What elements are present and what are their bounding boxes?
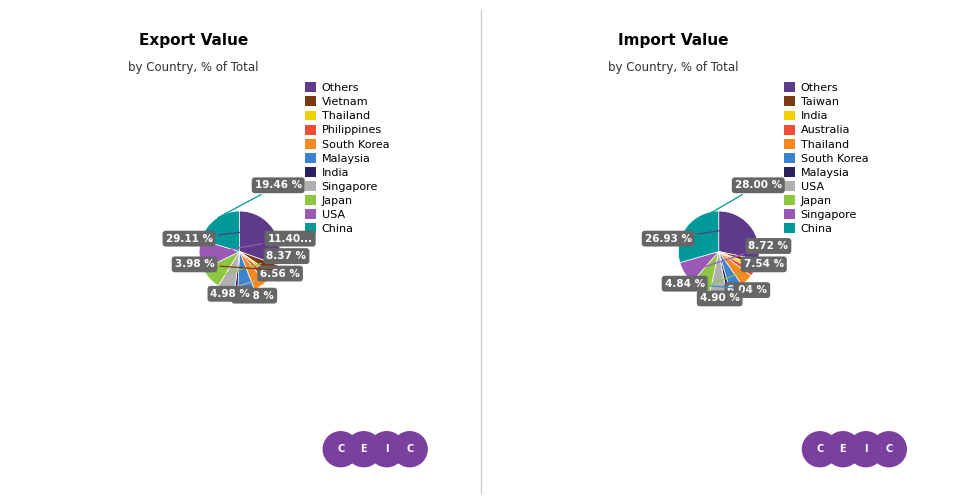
Text: I: I (385, 444, 388, 454)
Wedge shape (718, 252, 758, 266)
Circle shape (369, 432, 405, 467)
Wedge shape (711, 252, 726, 292)
Text: E: E (360, 444, 367, 454)
Text: 7.54 %: 7.54 % (703, 260, 784, 287)
Text: 4.98 %: 4.98 % (210, 287, 257, 299)
Text: E: E (839, 444, 846, 454)
Wedge shape (718, 211, 759, 260)
Wedge shape (203, 252, 240, 286)
Text: 3.98 %: 3.98 % (174, 260, 273, 270)
Legend: Others, Vietnam, Thailand, Philippines, South Korea, Malaysia, India, Singapore,: Others, Vietnam, Thailand, Philippines, … (305, 82, 389, 234)
Wedge shape (718, 252, 741, 290)
Text: by Country, % of Total: by Country, % of Total (129, 61, 258, 73)
Wedge shape (200, 211, 240, 252)
Text: 11.40...: 11.40... (202, 233, 313, 255)
Circle shape (323, 432, 358, 467)
Text: 4.84 %: 4.84 % (665, 279, 734, 289)
Circle shape (802, 432, 837, 467)
Wedge shape (240, 252, 265, 289)
Text: Import Value: Import Value (618, 33, 728, 48)
Circle shape (826, 432, 861, 467)
Wedge shape (692, 252, 718, 291)
Text: 6.04 %: 6.04 % (721, 285, 768, 295)
Wedge shape (234, 252, 240, 292)
Text: 4.90 %: 4.90 % (700, 293, 740, 303)
Wedge shape (718, 252, 730, 291)
Text: I: I (864, 444, 867, 454)
Wedge shape (718, 252, 754, 276)
Text: 29.11 %: 29.11 % (166, 228, 270, 243)
Wedge shape (679, 211, 719, 263)
Text: 26.93 %: 26.93 % (645, 226, 747, 243)
Wedge shape (218, 252, 240, 292)
Text: 8.72 %: 8.72 % (687, 241, 788, 273)
Circle shape (392, 432, 427, 467)
Text: C: C (407, 444, 413, 454)
Text: 6.38 %: 6.38 % (234, 291, 274, 301)
Wedge shape (237, 252, 255, 292)
Wedge shape (240, 252, 278, 275)
Circle shape (347, 432, 381, 467)
Text: 6.56 %: 6.56 % (228, 269, 300, 289)
Wedge shape (239, 211, 280, 265)
Text: Export Value: Export Value (139, 33, 248, 48)
Wedge shape (199, 240, 240, 270)
Circle shape (871, 432, 906, 467)
Legend: Others, Taiwan, India, Australia, Thailand, South Korea, Malaysia, USA, Japan, S: Others, Taiwan, India, Australia, Thaila… (784, 82, 868, 234)
Circle shape (848, 432, 884, 467)
Text: 28.00 %: 28.00 % (689, 180, 782, 226)
Text: C: C (886, 444, 892, 454)
Wedge shape (718, 252, 751, 285)
Text: C: C (337, 444, 345, 454)
Wedge shape (240, 252, 270, 283)
Text: 8.37 %: 8.37 % (212, 251, 307, 278)
Wedge shape (718, 252, 756, 271)
Wedge shape (680, 252, 718, 282)
Text: by Country, % of Total: by Country, % of Total (608, 61, 738, 73)
Text: C: C (816, 444, 824, 454)
Wedge shape (240, 252, 273, 278)
Text: 19.46 %: 19.46 % (218, 180, 302, 218)
